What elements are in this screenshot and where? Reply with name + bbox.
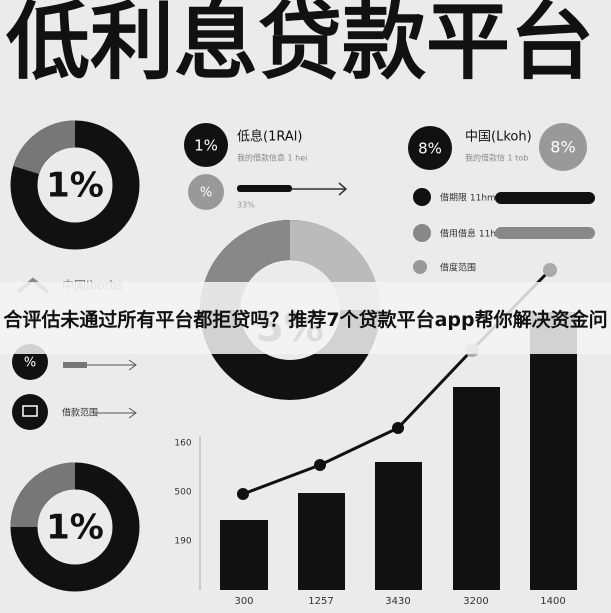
donut-label: 1% xyxy=(46,508,104,548)
banner: 合评估未通过所有平台都拒贷吗？推荐7个贷款平台app帮你解决资金问 xyxy=(0,282,611,354)
x-label: 3200 xyxy=(463,596,488,607)
caption: 33% xyxy=(237,201,255,210)
badge: % xyxy=(200,186,212,201)
x-label: 1400 xyxy=(540,596,565,607)
x-label: 1257 xyxy=(308,596,333,607)
y-label: 500 xyxy=(174,488,191,498)
x-label: 3430 xyxy=(385,596,410,607)
x-label: 300 xyxy=(234,596,253,607)
caption: 我的借款信 1 tob xyxy=(465,153,528,163)
badge: % xyxy=(24,356,36,371)
heading: 低息(1RAl) xyxy=(237,129,302,145)
heading: 中国(Lkoh) xyxy=(465,130,532,145)
badge: 8% xyxy=(418,140,442,158)
y-label: 190 xyxy=(174,537,191,547)
badge: 1% xyxy=(194,137,218,155)
badge: 8% xyxy=(550,138,575,157)
title: 低利息贷款平台 xyxy=(6,0,594,91)
donut-label: 1% xyxy=(46,166,104,206)
row-label: 借度范围 xyxy=(440,262,476,274)
banner-text: 合评估未通过所有平台都拒贷吗？推荐7个贷款平台app帮你解决资金问 xyxy=(3,308,608,331)
y-label: 160 xyxy=(174,439,191,449)
item-label: 借款范围 xyxy=(62,407,98,419)
row-label: 借用借息 11hm xyxy=(440,228,505,240)
row-label: 借期限 11hm xyxy=(440,192,496,204)
caption: 我的借款信息 1 hei xyxy=(237,153,307,163)
